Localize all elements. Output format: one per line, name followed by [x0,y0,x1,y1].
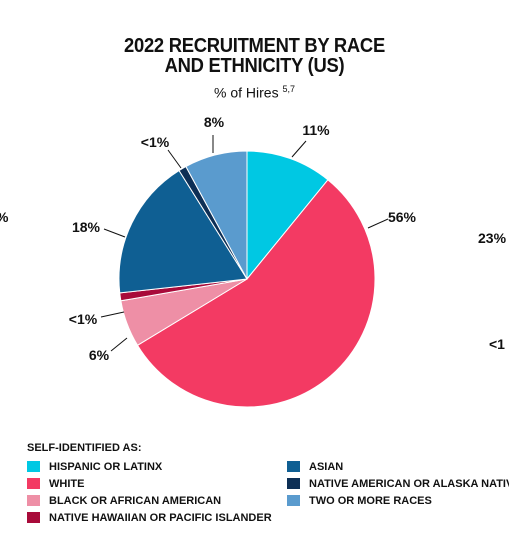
legend-label: BLACK OR AFRICAN AMERICAN [49,494,222,507]
legend-swatch [287,461,300,472]
neighbor-chart-label: % [0,209,9,225]
neighbor-chart-label: 23% [478,230,507,246]
legend-label: NATIVE AMERICAN OR ALASKA NATIVE [309,477,509,490]
leader-line [291,140,307,158]
data-label: 11% [302,122,330,138]
data-label: 18% [72,219,101,235]
legend-label: NATIVE HAWAIIAN OR PACIFIC ISLANDER [49,511,272,524]
legend-label: ASIAN [309,460,344,473]
chart-subtitle: % of Hires 5,7 [0,84,509,101]
pie-slice-hispanic-or-latinx [246,150,329,281]
legend-item: ASIAN [287,460,343,473]
pie-slice-white [136,179,376,408]
pie-slice-asian [118,169,248,294]
legend-swatch [27,461,40,472]
legend-item: HISPANIC OR LATINX [27,460,162,473]
leader-line [167,149,182,169]
legend-item: WHITE [27,477,84,490]
leader-line [103,228,126,238]
legend-label: HISPANIC OR LATINX [49,460,163,473]
legend-swatch [27,478,40,489]
legend-item: NATIVE HAWAIIAN OR PACIFIC ISLANDER [27,511,272,524]
chart-title-line-2: AND ETHNICITY (US) [164,55,345,77]
data-label: 8% [204,114,225,130]
data-label: 56% [388,209,417,225]
legend-swatch [27,495,40,506]
leader-line [110,337,128,352]
neighbor-chart-label: <1 [489,336,505,352]
legend-label: WHITE [49,477,85,490]
legend-label: TWO OR MORE RACES [309,494,432,507]
legend-swatch [27,512,40,523]
legend-swatch [287,478,300,489]
legend-item: TWO OR MORE RACES [287,494,432,507]
leader-line [100,311,125,318]
legend-item: NATIVE AMERICAN OR ALASKA NATIVE [287,477,509,490]
legend-title: SELF-IDENTIFIED AS: [27,442,142,454]
pie-slice-two-or-more-races [185,150,248,280]
leader-line [367,218,389,229]
subtitle-footnote: 5,7 [282,84,295,94]
chart-title-line-1: 2022 RECRUITMENT BY RACE [124,35,385,57]
subtitle-text: % of Hires [214,84,279,101]
legend-swatch [287,495,300,506]
data-label: <1% [141,134,170,150]
chart-title: 2022 RECRUITMENT BY RACE AND ETHNICITY (… [20,36,488,76]
legend-item: BLACK OR AFRICAN AMERICAN [27,494,221,507]
data-label: 6% [89,347,110,363]
data-label: <1% [69,311,98,327]
